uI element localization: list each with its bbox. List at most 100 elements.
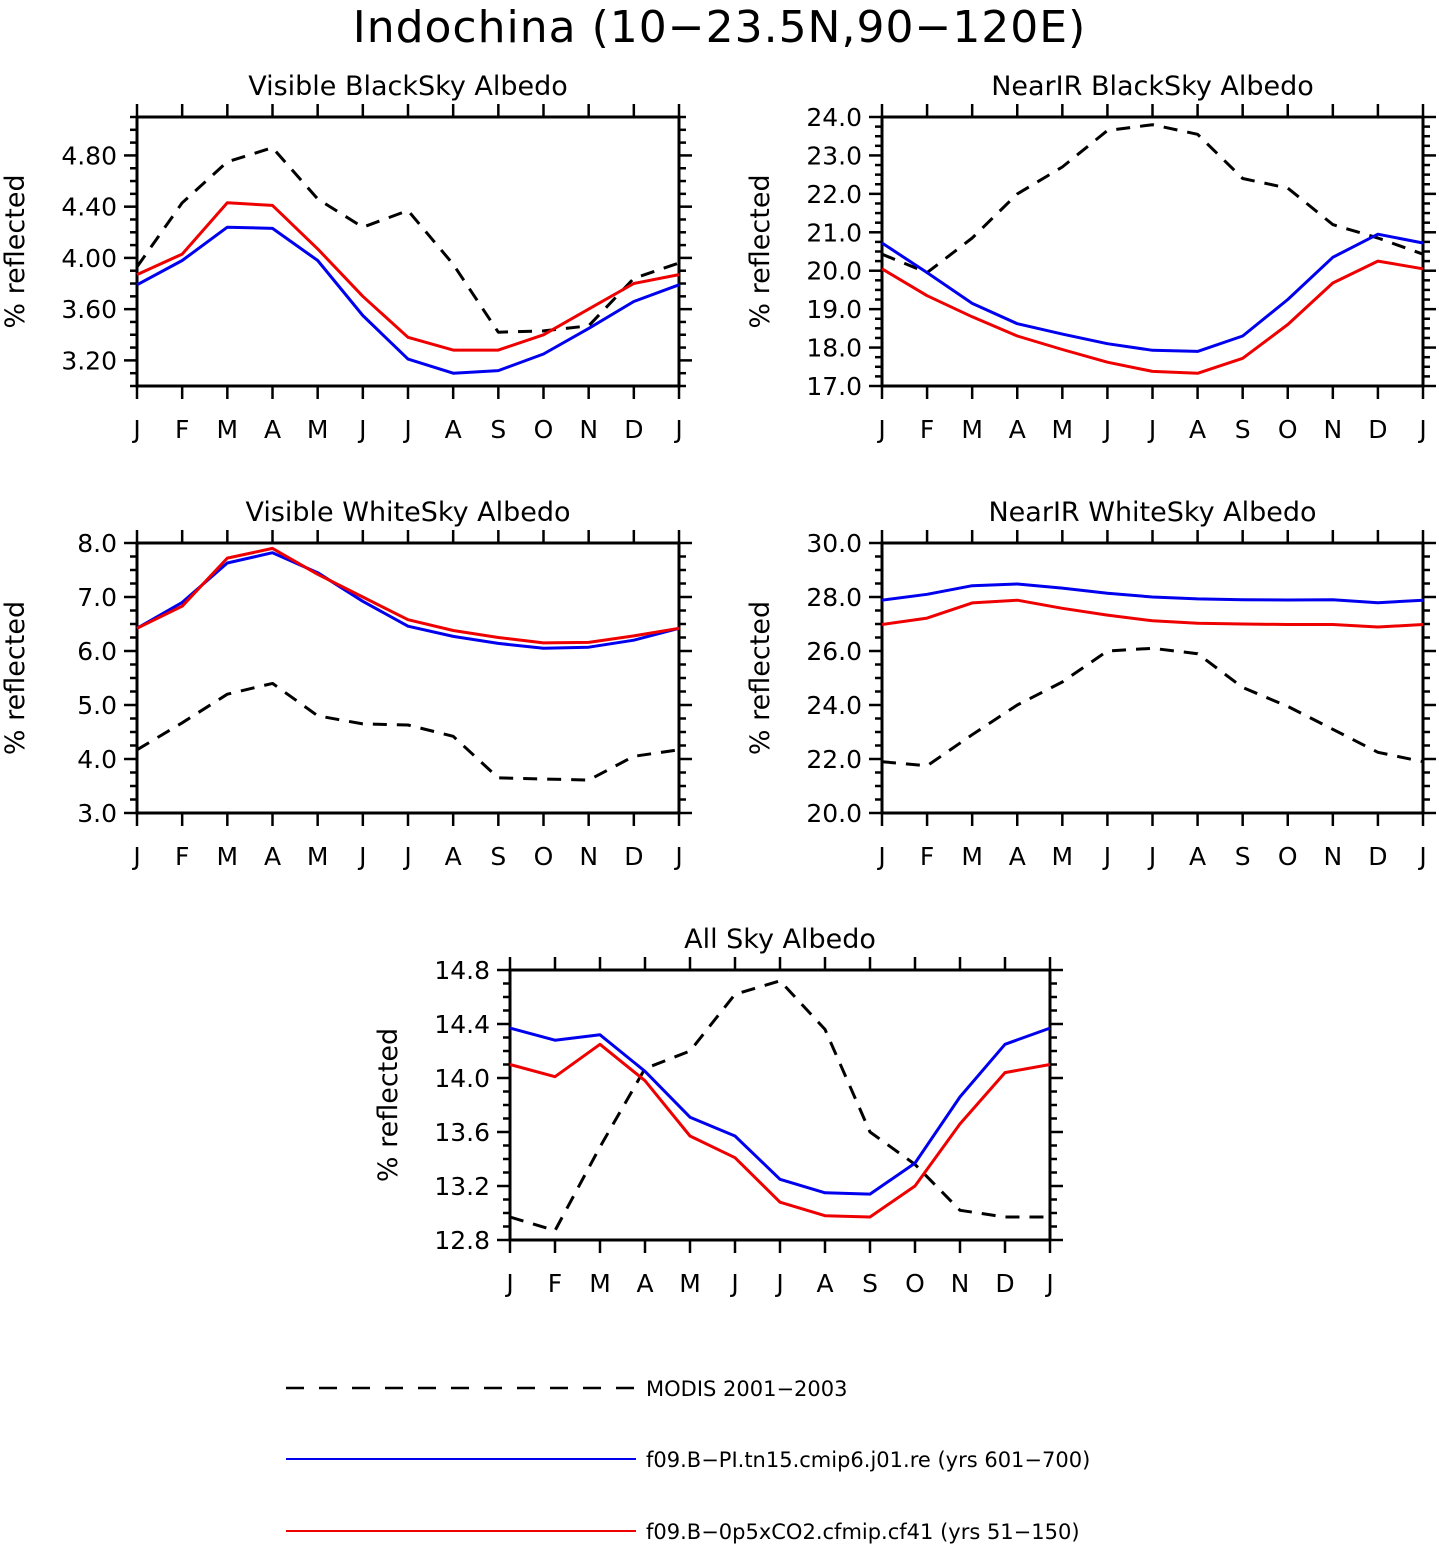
x-tick-label: J: [673, 415, 682, 444]
legend-item-co2: f09.B−0p5xCO2.cfmip.cf41 (yrs 51−150): [286, 1520, 1080, 1544]
series-line-pi: [881, 582, 1424, 605]
y-axis-label: % reflected: [745, 174, 776, 328]
x-tick-label: M: [217, 415, 239, 444]
y-tick-label: 21.0: [806, 218, 862, 247]
x-tick-label: A: [636, 1269, 653, 1298]
panel-title: All Sky Albedo: [684, 924, 876, 955]
x-tick-label: M: [961, 842, 983, 871]
y-tick-label: 19.0: [806, 295, 862, 324]
x-tick-label: J: [876, 415, 885, 444]
x-tick-label: S: [490, 842, 506, 871]
y-tick-label: 8.0: [77, 529, 117, 558]
x-tick-label: N: [1323, 842, 1342, 871]
x-tick-label: A: [816, 1269, 833, 1298]
x-tick-label: O: [534, 415, 554, 444]
x-tick-label: S: [862, 1269, 878, 1298]
panel-title: Visible WhiteSky Albedo: [245, 497, 570, 528]
legend-label: f09.B−PI.tn15.cmip6.j01.re (yrs 601−700): [646, 1448, 1090, 1472]
y-tick-label: 4.80: [61, 141, 117, 170]
x-tick-label: O: [905, 1269, 925, 1298]
x-tick-label: A: [445, 415, 462, 444]
series-line-pi: [136, 225, 680, 375]
x-tick-label: F: [920, 415, 934, 444]
y-tick-label: 14.8: [434, 956, 490, 985]
plot-frame: [135, 115, 681, 388]
x-tick-label: O: [534, 842, 554, 871]
x-tick-label: F: [920, 842, 934, 871]
x-tick-label: M: [307, 842, 329, 871]
x-tick-label: N: [579, 415, 598, 444]
series-line-co2: [509, 1042, 1051, 1219]
series-line-pi: [136, 551, 680, 650]
x-tick-label: J: [1102, 842, 1111, 871]
x-tick-label: D: [995, 1269, 1014, 1298]
x-tick-label: J: [1147, 842, 1156, 871]
y-axis-label: % reflected: [745, 601, 776, 755]
x-tick-label: J: [357, 842, 366, 871]
x-tick-label: J: [673, 842, 682, 871]
x-tick-label: M: [307, 415, 329, 444]
y-tick-label: 3.60: [61, 295, 117, 324]
plot-frame: [880, 541, 1425, 815]
y-tick-label: 17.0: [806, 372, 862, 401]
y-tick-label: 18.0: [806, 334, 862, 363]
x-tick-label: J: [131, 415, 140, 444]
x-tick-label: D: [624, 842, 643, 871]
plot-frame: [135, 541, 681, 815]
y-tick-label: 3.0: [77, 799, 117, 828]
series-line-modis: [881, 646, 1424, 768]
x-tick-label: D: [1368, 842, 1387, 871]
x-tick-label: J: [1417, 415, 1426, 444]
y-tick-label: 14.4: [434, 1010, 490, 1039]
x-tick-label: J: [357, 415, 366, 444]
y-tick-label: 5.0: [77, 691, 117, 720]
series-line-co2: [881, 598, 1424, 629]
x-tick-label: J: [1147, 415, 1156, 444]
x-tick-label: F: [548, 1269, 562, 1298]
y-tick-label: 6.0: [77, 637, 117, 666]
x-tick-label: J: [1102, 415, 1111, 444]
legend: MODIS 2001−2003 f09.B−PI.tn15.cmip6.j01.r…: [286, 1377, 1090, 1544]
panel-title: NearIR WhiteSky Albedo: [988, 497, 1316, 528]
series-line-modis: [881, 123, 1424, 275]
x-tick-label: A: [1189, 842, 1206, 871]
legend-label: MODIS 2001−2003: [646, 1377, 848, 1401]
x-tick-label: J: [504, 1269, 513, 1298]
x-tick-label: J: [402, 842, 411, 871]
x-tick-label: J: [131, 842, 140, 871]
x-tick-label: J: [1044, 1269, 1053, 1298]
series-line-co2: [136, 546, 680, 645]
y-tick-label: 14.0: [434, 1064, 490, 1093]
y-axis-label: % reflected: [0, 601, 31, 755]
panel-title: Visible BlackSky Albedo: [248, 71, 568, 102]
legend-item-modis: MODIS 2001−2003: [286, 1377, 848, 1401]
x-tick-label: A: [264, 842, 281, 871]
x-tick-label: M: [679, 1269, 701, 1298]
x-tick-label: N: [951, 1269, 970, 1298]
x-tick-label: F: [175, 842, 189, 871]
x-tick-label: J: [774, 1269, 783, 1298]
y-tick-label: 3.20: [61, 346, 117, 375]
figure-title: Indochina (10−23.5N,90−120E): [352, 2, 1087, 53]
y-tick-label: 22.0: [806, 745, 862, 774]
y-axis-label: % reflected: [373, 1028, 404, 1182]
legend-item-pi: f09.B−PI.tn15.cmip6.j01.re (yrs 601−700): [286, 1448, 1090, 1472]
x-tick-label: A: [1009, 842, 1026, 871]
y-tick-label: 24.0: [806, 103, 862, 132]
x-tick-label: F: [175, 415, 189, 444]
x-tick-label: N: [579, 842, 598, 871]
x-tick-label: A: [1009, 415, 1026, 444]
x-tick-label: J: [876, 842, 885, 871]
x-tick-label: M: [1052, 415, 1074, 444]
y-tick-label: 13.2: [434, 1172, 490, 1201]
series-line-modis: [136, 681, 680, 782]
x-tick-label: N: [1323, 415, 1342, 444]
x-tick-label: D: [624, 415, 643, 444]
y-tick-label: 24.0: [806, 691, 862, 720]
y-tick-label: 13.6: [434, 1118, 490, 1147]
